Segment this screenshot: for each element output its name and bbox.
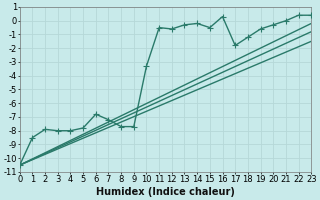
X-axis label: Humidex (Indice chaleur): Humidex (Indice chaleur): [96, 187, 235, 197]
